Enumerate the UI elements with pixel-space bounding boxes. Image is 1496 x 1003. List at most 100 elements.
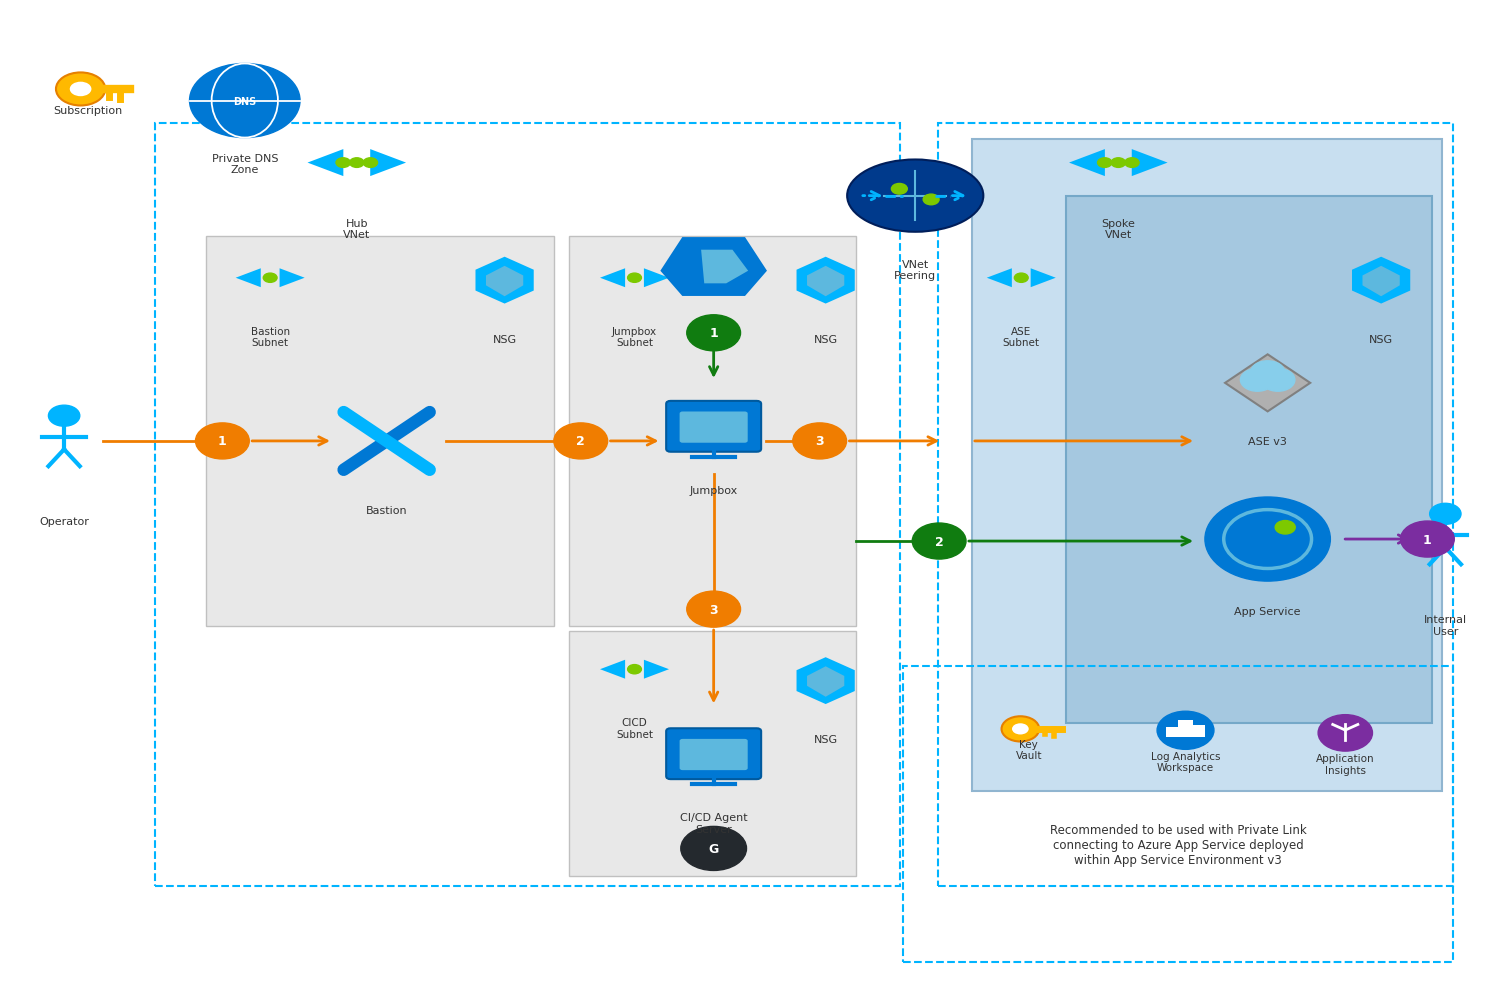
Text: Recommended to be used with Private Link
connecting to Azure App Service deploye: Recommended to be used with Private Link… bbox=[1050, 823, 1306, 867]
Circle shape bbox=[190, 64, 301, 138]
Text: Jumpbox: Jumpbox bbox=[690, 485, 738, 495]
Text: 1: 1 bbox=[218, 435, 227, 448]
Circle shape bbox=[1011, 723, 1029, 735]
Circle shape bbox=[554, 423, 607, 459]
Polygon shape bbox=[476, 258, 534, 304]
Circle shape bbox=[1204, 497, 1330, 582]
Polygon shape bbox=[568, 237, 856, 627]
Circle shape bbox=[350, 158, 364, 169]
Text: CICD
Subnet: CICD Subnet bbox=[616, 717, 654, 739]
Polygon shape bbox=[643, 660, 669, 679]
Polygon shape bbox=[236, 269, 260, 288]
Text: Bastion
Subnet: Bastion Subnet bbox=[251, 326, 290, 348]
Polygon shape bbox=[1352, 258, 1411, 304]
Text: NSG: NSG bbox=[492, 334, 516, 344]
Circle shape bbox=[681, 826, 747, 871]
Circle shape bbox=[70, 82, 91, 97]
Circle shape bbox=[913, 524, 966, 560]
Circle shape bbox=[1098, 158, 1112, 169]
Circle shape bbox=[263, 274, 277, 283]
Polygon shape bbox=[600, 660, 625, 679]
Polygon shape bbox=[1132, 149, 1167, 177]
Polygon shape bbox=[1067, 197, 1432, 723]
FancyBboxPatch shape bbox=[666, 728, 761, 779]
Circle shape bbox=[1014, 274, 1028, 283]
Polygon shape bbox=[643, 269, 669, 288]
Circle shape bbox=[1261, 369, 1296, 392]
Text: App Service: App Service bbox=[1234, 607, 1302, 617]
Circle shape bbox=[892, 185, 907, 195]
Text: NSG: NSG bbox=[1369, 334, 1393, 344]
Circle shape bbox=[196, 423, 250, 459]
Text: Log Analytics
Workspace: Log Analytics Workspace bbox=[1150, 751, 1221, 772]
Text: 3: 3 bbox=[815, 435, 824, 448]
Text: Private DNS
Zone: Private DNS Zone bbox=[211, 153, 278, 175]
Polygon shape bbox=[796, 258, 854, 304]
Text: 2: 2 bbox=[576, 435, 585, 448]
Circle shape bbox=[628, 274, 642, 283]
Circle shape bbox=[628, 665, 642, 674]
Polygon shape bbox=[1165, 727, 1180, 737]
Polygon shape bbox=[660, 238, 767, 297]
Polygon shape bbox=[1363, 267, 1400, 297]
Text: 1: 1 bbox=[709, 327, 718, 340]
Polygon shape bbox=[568, 632, 856, 877]
Polygon shape bbox=[308, 149, 344, 177]
Polygon shape bbox=[1070, 149, 1106, 177]
Circle shape bbox=[1430, 504, 1462, 525]
Circle shape bbox=[1275, 521, 1296, 535]
Circle shape bbox=[687, 316, 741, 351]
Text: NSG: NSG bbox=[814, 734, 838, 744]
FancyBboxPatch shape bbox=[679, 739, 748, 770]
Text: 1: 1 bbox=[1423, 533, 1432, 546]
Text: DNS: DNS bbox=[233, 96, 256, 106]
Ellipse shape bbox=[847, 160, 983, 233]
Circle shape bbox=[1125, 158, 1138, 169]
Polygon shape bbox=[1225, 355, 1310, 412]
Polygon shape bbox=[600, 269, 625, 288]
Circle shape bbox=[1251, 361, 1285, 384]
Text: Jumpbox
Subnet: Jumpbox Subnet bbox=[612, 326, 657, 348]
Circle shape bbox=[1001, 716, 1040, 742]
Text: Key
Vault: Key Vault bbox=[1016, 739, 1043, 760]
Circle shape bbox=[55, 73, 105, 106]
Text: Azure
DevOps: Azure DevOps bbox=[693, 323, 736, 345]
FancyBboxPatch shape bbox=[679, 412, 748, 443]
FancyBboxPatch shape bbox=[666, 401, 761, 452]
Polygon shape bbox=[702, 251, 748, 284]
Circle shape bbox=[1318, 715, 1372, 751]
Polygon shape bbox=[486, 267, 524, 297]
Text: Bastion: Bastion bbox=[367, 506, 407, 516]
Polygon shape bbox=[206, 237, 554, 627]
Text: CI/CD Agent
Server: CI/CD Agent Server bbox=[679, 812, 748, 833]
Text: G: G bbox=[709, 843, 718, 856]
Circle shape bbox=[1112, 158, 1125, 169]
Polygon shape bbox=[370, 149, 405, 177]
Polygon shape bbox=[1031, 269, 1056, 288]
Circle shape bbox=[364, 158, 377, 169]
Circle shape bbox=[793, 423, 847, 459]
Polygon shape bbox=[806, 267, 844, 297]
Circle shape bbox=[1400, 522, 1454, 558]
Text: Internal
User: Internal User bbox=[1424, 615, 1468, 636]
Text: NSG: NSG bbox=[814, 334, 838, 344]
Polygon shape bbox=[1179, 720, 1192, 737]
Polygon shape bbox=[1191, 725, 1206, 737]
Text: VNet
Peering: VNet Peering bbox=[895, 260, 936, 281]
Polygon shape bbox=[280, 269, 305, 288]
Text: Operator: Operator bbox=[39, 517, 90, 527]
Text: Application
Insights: Application Insights bbox=[1316, 753, 1375, 775]
Circle shape bbox=[1240, 369, 1275, 392]
Text: Spoke
VNet: Spoke VNet bbox=[1101, 219, 1135, 240]
Circle shape bbox=[1156, 711, 1213, 749]
Polygon shape bbox=[972, 139, 1442, 791]
Circle shape bbox=[923, 195, 939, 206]
Polygon shape bbox=[796, 658, 854, 704]
Text: ASE
Subnet: ASE Subnet bbox=[1002, 326, 1040, 348]
Text: Subscription: Subscription bbox=[54, 106, 123, 116]
Circle shape bbox=[48, 406, 79, 427]
Text: 2: 2 bbox=[935, 535, 944, 548]
Text: 3: 3 bbox=[709, 603, 718, 616]
Circle shape bbox=[687, 592, 741, 628]
Polygon shape bbox=[806, 667, 844, 697]
